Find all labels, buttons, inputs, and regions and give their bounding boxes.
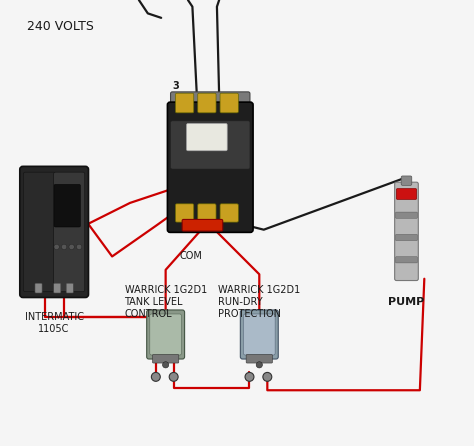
Circle shape <box>62 244 67 250</box>
Text: WARRICK 1G2D1
RUN-DRY
PROTECTION: WARRICK 1G2D1 RUN-DRY PROTECTION <box>218 285 301 318</box>
FancyBboxPatch shape <box>395 182 418 281</box>
Circle shape <box>54 244 59 250</box>
FancyBboxPatch shape <box>54 283 61 293</box>
FancyBboxPatch shape <box>167 102 253 232</box>
FancyBboxPatch shape <box>240 310 278 359</box>
Text: WARRICK 1G2D1
TANK LEVEL
CONTROL: WARRICK 1G2D1 TANK LEVEL CONTROL <box>125 285 207 318</box>
FancyBboxPatch shape <box>198 93 216 113</box>
FancyBboxPatch shape <box>246 355 273 363</box>
FancyBboxPatch shape <box>395 257 418 263</box>
Circle shape <box>245 372 254 381</box>
Text: PUMP: PUMP <box>388 297 425 306</box>
Circle shape <box>163 362 169 368</box>
FancyBboxPatch shape <box>220 204 238 222</box>
FancyBboxPatch shape <box>187 124 227 151</box>
Text: COM: COM <box>179 251 202 260</box>
FancyBboxPatch shape <box>198 204 216 222</box>
FancyBboxPatch shape <box>20 166 89 297</box>
FancyBboxPatch shape <box>171 121 250 169</box>
Circle shape <box>256 362 263 368</box>
Circle shape <box>69 244 74 250</box>
FancyBboxPatch shape <box>244 314 275 355</box>
FancyBboxPatch shape <box>146 310 184 359</box>
FancyBboxPatch shape <box>66 283 73 293</box>
FancyBboxPatch shape <box>23 172 55 292</box>
Text: 240 VOLTS: 240 VOLTS <box>27 20 94 33</box>
Text: INTERMATIC
1105C: INTERMATIC 1105C <box>25 312 83 334</box>
FancyBboxPatch shape <box>401 176 412 186</box>
Circle shape <box>169 372 178 381</box>
FancyBboxPatch shape <box>54 184 81 227</box>
FancyBboxPatch shape <box>175 204 194 222</box>
FancyBboxPatch shape <box>395 235 418 241</box>
FancyBboxPatch shape <box>220 93 238 113</box>
FancyBboxPatch shape <box>35 283 42 293</box>
Text: 3: 3 <box>173 81 179 91</box>
Circle shape <box>151 372 160 381</box>
FancyBboxPatch shape <box>54 172 85 292</box>
FancyBboxPatch shape <box>150 314 182 355</box>
FancyBboxPatch shape <box>396 189 417 199</box>
Circle shape <box>76 244 82 250</box>
FancyBboxPatch shape <box>175 93 194 113</box>
FancyBboxPatch shape <box>153 355 179 363</box>
Circle shape <box>263 372 272 381</box>
FancyBboxPatch shape <box>395 212 418 219</box>
FancyBboxPatch shape <box>171 92 250 122</box>
FancyBboxPatch shape <box>182 219 223 231</box>
